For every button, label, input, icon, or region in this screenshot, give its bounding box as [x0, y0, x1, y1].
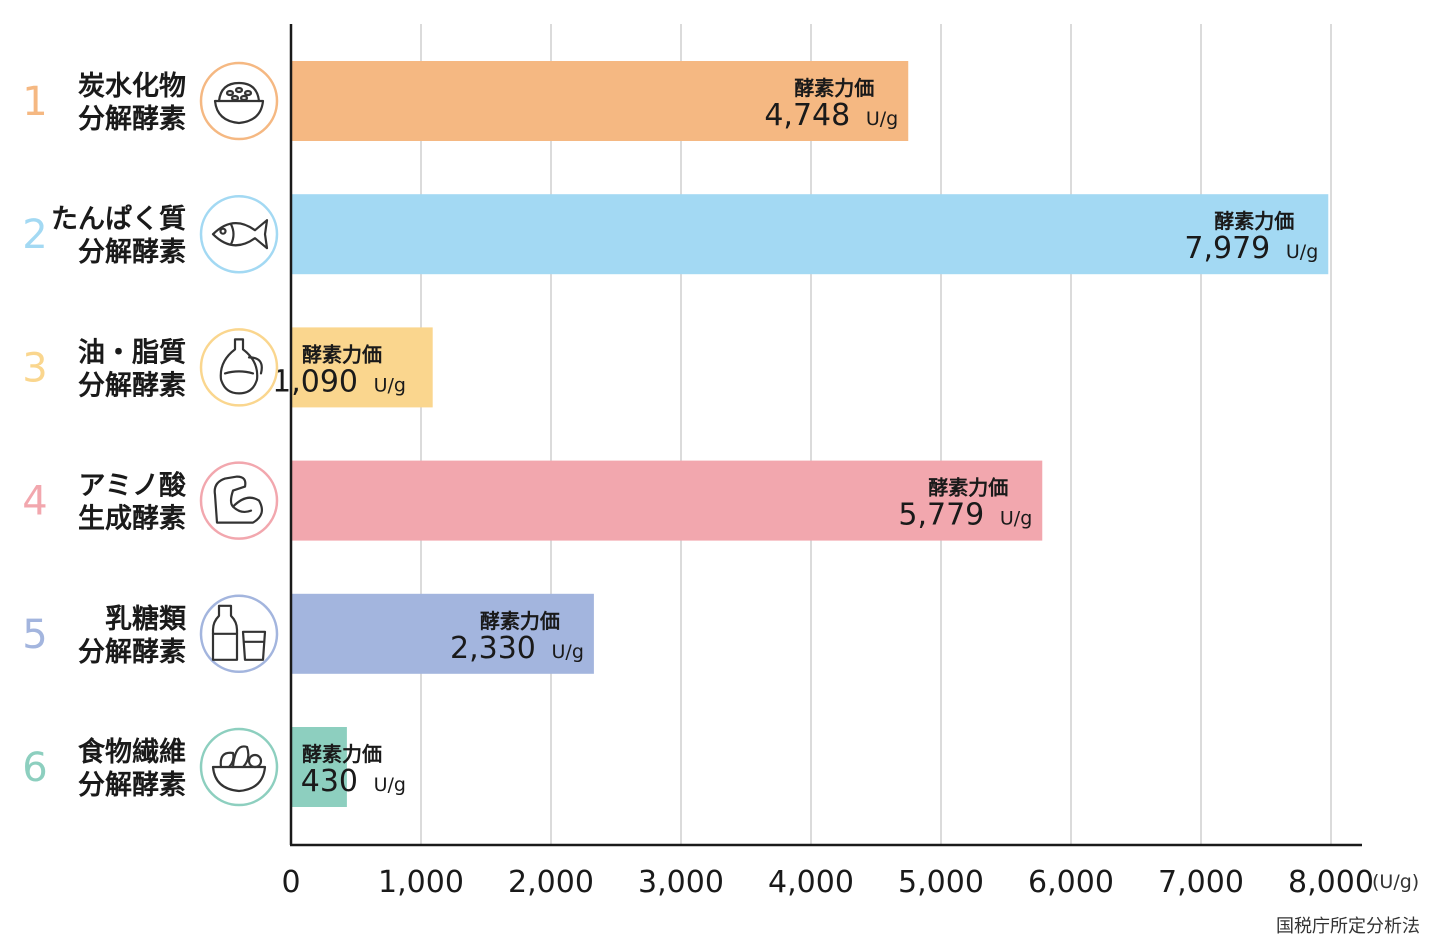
milk-bottle-icon — [199, 594, 279, 674]
x-tick-label: 1,000 — [378, 865, 464, 900]
bar-3 — [291, 327, 433, 408]
bar-6 — [291, 727, 347, 807]
bar-value-label: 1,090 — [272, 364, 358, 399]
rank-number: 4 — [22, 479, 47, 525]
bar-title-label: 酵素力価 — [1214, 209, 1294, 233]
x-tick-label: 6,000 — [1028, 865, 1114, 900]
fish-icon — [199, 194, 279, 274]
category-label-line2: 分解酵素 — [78, 370, 186, 401]
x-tick-label: 2,000 — [508, 865, 594, 900]
bar-label-2: 7,979 U/g 酵素力価 — [1184, 209, 1318, 266]
bar-unit-label: U/g — [1000, 508, 1032, 530]
category-label-line1: アミノ酸 — [79, 471, 187, 502]
salad-bowl-icon — [199, 727, 279, 807]
category-label-line2: 分解酵素 — [78, 637, 186, 668]
axes — [289, 24, 1362, 847]
bar-label-4: 5,779 U/g 酵素力価 — [898, 476, 1032, 533]
rank-number: 3 — [22, 345, 47, 391]
bar-value-label: 5,779 — [898, 498, 984, 533]
bar-value-label: 2,330 — [450, 631, 536, 666]
bar-1 — [291, 61, 909, 141]
x-tick-label: 3,000 — [638, 865, 724, 900]
oil-bottle-icon — [199, 328, 279, 407]
bar-unit-label: U/g — [374, 374, 406, 396]
x-tick-label: 7,000 — [1158, 865, 1244, 900]
bar-label-5: 2,330 U/g 酵素力価 — [450, 609, 584, 666]
rice-bowl-icon — [199, 61, 279, 141]
bar-unit-label: U/g — [552, 641, 584, 663]
category-label-line2: 生成酵素 — [78, 504, 186, 535]
x-tick-label: 0 — [281, 865, 300, 900]
bar-label-6: 430 U/g 酵素力価 — [301, 742, 406, 799]
rank-number: 5 — [22, 612, 47, 658]
bar-title-label: 酵素力価 — [480, 609, 560, 633]
bar-unit-label: U/g — [374, 774, 406, 796]
category-label-line1: 乳糖類 — [105, 603, 187, 635]
x-tick-label: 4,000 — [768, 865, 854, 900]
bar-unit-label: U/g — [866, 108, 898, 130]
bar-unit-label: U/g — [1286, 241, 1318, 263]
rank-number: 6 — [22, 745, 47, 791]
rank-number: 1 — [22, 79, 47, 125]
source-note: 国税庁所定分析法 — [1276, 916, 1420, 937]
category-label-line1: 食物繊維 — [78, 736, 186, 768]
x-tick-label: 5,000 — [898, 865, 984, 900]
bar-5 — [291, 593, 594, 674]
gridlines — [420, 24, 1332, 845]
category-label-line2: 分解酵素 — [78, 770, 186, 801]
category-label-line1: たんぱく質 — [51, 204, 186, 235]
x-axis-unit: (U/g) — [1372, 871, 1419, 893]
category-label-line1: 油・脂質 — [78, 337, 186, 368]
category-label-line2: 分解酵素 — [78, 104, 186, 135]
bar-title-label: 酵素力価 — [302, 342, 382, 366]
bar-label-3: 1,090 U/g 酵素力価 — [272, 342, 406, 399]
bar-2 — [291, 194, 1329, 275]
muscle-arm-icon — [199, 461, 279, 540]
category-icons — [199, 61, 279, 807]
bar-title-label: 酵素力価 — [794, 76, 874, 100]
rank-number: 2 — [22, 212, 47, 258]
category-label-line2: 分解酵素 — [78, 237, 186, 268]
x-tick-labels: 0 1,000 2,000 3,000 4,000 5,000 6,000 7,000 8,00… — [281, 865, 1373, 900]
category-label-line1: 炭水化物 — [78, 71, 186, 102]
bar-label-1: 4,748 U/g 酵素力価 — [764, 76, 898, 133]
bar-value-label: 7,979 — [1184, 231, 1270, 266]
x-tick-label: 8,000 — [1288, 865, 1374, 900]
bar-title-label: 酵素力価 — [928, 476, 1008, 500]
bar-4 — [291, 460, 1043, 541]
bar-value-label: 4,748 — [764, 98, 850, 133]
bar-value-label: 430 — [301, 764, 358, 799]
bar-title-label: 酵素力価 — [302, 742, 382, 766]
